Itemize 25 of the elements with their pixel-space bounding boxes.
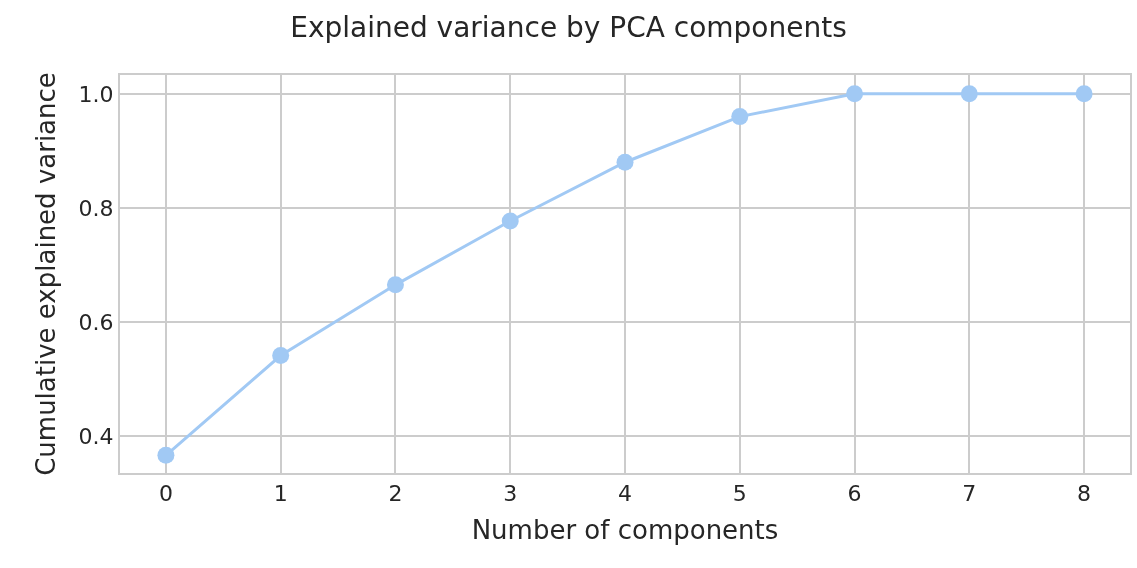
point — [1075, 85, 1093, 103]
point — [960, 85, 978, 103]
point — [616, 153, 634, 171]
x-tick-label: 7 — [962, 481, 977, 507]
point — [386, 276, 404, 294]
x-tick-label: 2 — [388, 481, 403, 507]
y-tick-label: 0.8 — [78, 195, 114, 221]
x-tick-label: 3 — [503, 481, 518, 507]
y-axis-title: Cumulative explained variance — [31, 72, 62, 476]
x-tick-label: 8 — [1077, 481, 1092, 507]
y-tick-label: 1.0 — [78, 81, 114, 107]
x-tick-label: 1 — [273, 481, 288, 507]
y-tick-label: 0.6 — [78, 309, 114, 335]
x-tick-label: 6 — [847, 481, 862, 507]
chart-title: Explained variance by PCA components — [290, 10, 847, 44]
point — [731, 108, 749, 126]
x-tick-label: 5 — [732, 481, 747, 507]
point — [501, 212, 519, 230]
point — [157, 446, 175, 464]
x-tick-label: 0 — [158, 481, 173, 507]
x-tick-label: 4 — [618, 481, 632, 507]
x-axis-title: Number of components — [471, 514, 779, 545]
point — [846, 85, 864, 103]
y-tick-label: 0.4 — [78, 423, 114, 449]
point — [272, 347, 290, 365]
